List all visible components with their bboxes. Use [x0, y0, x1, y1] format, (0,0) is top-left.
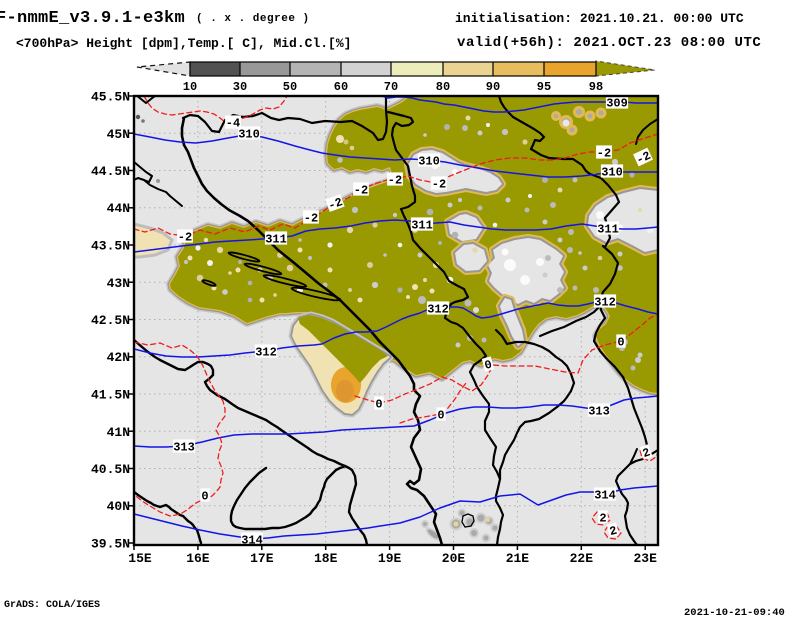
svg-text:313: 313 — [173, 440, 195, 454]
svg-text:312: 312 — [427, 302, 449, 316]
svg-text:-2: -2 — [388, 173, 402, 187]
svg-text:45N: 45N — [107, 127, 130, 142]
svg-text:41.5N: 41.5N — [91, 388, 130, 403]
svg-text:312: 312 — [594, 295, 616, 309]
svg-text:312: 312 — [255, 345, 277, 359]
svg-text:313: 313 — [588, 404, 610, 418]
svg-text:-2: -2 — [354, 183, 368, 197]
svg-text:42.5N: 42.5N — [91, 313, 130, 328]
svg-text:30: 30 — [233, 80, 247, 94]
svg-text:-2: -2 — [304, 211, 318, 225]
svg-text:20E: 20E — [442, 551, 466, 566]
svg-text:<700hPa> Height [dpm],Temp.[ C: <700hPa> Height [dpm],Temp.[ C], Mid.Cl.… — [16, 36, 351, 51]
svg-text:GrADS: COLA/IGES: GrADS: COLA/IGES — [4, 599, 100, 611]
svg-text:309: 309 — [606, 96, 628, 110]
svg-text:-2: -2 — [432, 177, 446, 191]
svg-text:valid(+56h): 2021.OCT.23 08:00: valid(+56h): 2021.OCT.23 08:00 UTC — [457, 35, 761, 51]
svg-text:44.5N: 44.5N — [91, 164, 130, 179]
svg-text:310: 310 — [418, 154, 440, 168]
svg-text:2: 2 — [599, 511, 606, 525]
svg-text:40.5N: 40.5N — [91, 462, 130, 477]
svg-text:80: 80 — [436, 80, 450, 94]
svg-text:0: 0 — [483, 358, 494, 373]
svg-text:2: 2 — [608, 524, 619, 539]
svg-text:98: 98 — [589, 80, 603, 94]
svg-text:-2: -2 — [597, 146, 611, 160]
svg-text:310: 310 — [601, 165, 623, 179]
svg-text:17E: 17E — [250, 551, 274, 566]
svg-text:2021-10-21-09:40: 2021-10-21-09:40 — [684, 607, 785, 618]
svg-text:310: 310 — [238, 127, 260, 141]
svg-text:initialisation: 2021.10.21. 0: initialisation: 2021.10.21. 00:00 UTC — [455, 11, 744, 26]
svg-text:0: 0 — [201, 489, 208, 503]
svg-text:40N: 40N — [107, 499, 130, 514]
svg-text:21E: 21E — [506, 551, 530, 566]
svg-text:314: 314 — [241, 533, 263, 547]
svg-text:18E: 18E — [314, 551, 338, 566]
svg-text:60: 60 — [334, 80, 348, 94]
svg-text:( . x . degree ): ( . x . degree ) — [196, 13, 310, 25]
svg-text:95: 95 — [537, 80, 551, 94]
svg-text:16E: 16E — [186, 551, 210, 566]
svg-text:311: 311 — [411, 218, 433, 232]
svg-text:45.5N: 45.5N — [91, 90, 130, 105]
svg-text:311: 311 — [597, 222, 619, 236]
svg-text:22E: 22E — [570, 551, 594, 566]
svg-text:43N: 43N — [107, 276, 130, 291]
svg-text:2: 2 — [641, 445, 653, 461]
svg-text:41N: 41N — [107, 425, 130, 440]
svg-text:-2: -2 — [326, 195, 344, 213]
svg-text:42N: 42N — [107, 350, 130, 365]
svg-text:314: 314 — [594, 488, 616, 502]
svg-text:-2: -2 — [634, 149, 653, 168]
svg-text:-2: -2 — [178, 230, 192, 244]
svg-text:90: 90 — [486, 80, 500, 94]
svg-text:15E: 15E — [128, 551, 152, 566]
svg-text:70: 70 — [384, 80, 398, 94]
svg-text:0: 0 — [437, 408, 444, 422]
svg-text:-4: -4 — [226, 116, 240, 130]
svg-text:311: 311 — [265, 232, 287, 246]
svg-text:0: 0 — [617, 335, 624, 349]
svg-text:19E: 19E — [378, 551, 402, 566]
svg-text:39.5N: 39.5N — [91, 537, 130, 552]
svg-text:10: 10 — [183, 80, 197, 94]
svg-text:43.5N: 43.5N — [91, 239, 130, 254]
svg-text:23E: 23E — [633, 551, 657, 566]
svg-text:44N: 44N — [107, 201, 130, 216]
svg-text:0: 0 — [375, 397, 382, 411]
svg-text:50: 50 — [283, 80, 297, 94]
svg-text:F-nmmE_v3.9.1-e3km: F-nmmE_v3.9.1-e3km — [0, 9, 185, 28]
